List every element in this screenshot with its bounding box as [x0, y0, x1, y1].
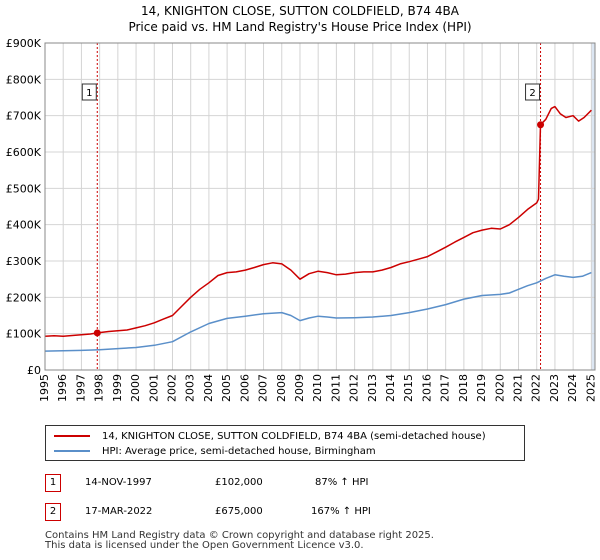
y-tick-label: £700K: [6, 110, 42, 123]
x-tick-label: 2007: [257, 374, 270, 402]
x-tick-label: 2022: [530, 374, 543, 402]
x-tick-label: 2001: [147, 374, 160, 402]
y-tick-label: £400K: [6, 219, 42, 232]
transaction-badge: 1: [45, 474, 61, 492]
x-tick-label: 1997: [74, 374, 87, 402]
legend-label-hpi: HPI: Average price, semi-detached house,…: [102, 445, 376, 457]
x-tick-label: 2023: [548, 374, 561, 402]
transaction-price: £102,000: [215, 477, 263, 488]
sale-label-box: [525, 83, 541, 101]
chart-subtitle: Price paid vs. HM Land Registry's House …: [128, 20, 472, 34]
x-tick-label: 2013: [366, 374, 379, 402]
x-tick-label: 1996: [56, 374, 69, 402]
sale-point: [537, 121, 545, 129]
y-tick-label: £800K: [6, 73, 42, 86]
x-tick-label: 2009: [293, 374, 306, 402]
legend-item-property: 14, KNIGHTON CLOSE, SUTTON COLDFIELD, B7…: [54, 429, 486, 443]
x-tick-label: 2017: [439, 374, 452, 402]
footer: Contains HM Land Registry data © Crown c…: [45, 531, 434, 551]
x-tick-label: 1995: [38, 374, 51, 402]
legend-item-hpi: HPI: Average price, semi-detached house,…: [54, 444, 376, 458]
x-tick-label: 2012: [348, 374, 361, 402]
y-tick-label: £500K: [6, 182, 42, 195]
x-tick-label: 2019: [475, 374, 488, 402]
transaction-hpi: 167% ↑ HPI: [311, 506, 371, 517]
transaction-badge: 2: [45, 503, 61, 521]
y-tick-label: £600K: [6, 146, 42, 159]
plot-border: [44, 42, 596, 371]
legend-swatch-hpi: [54, 450, 90, 452]
y-tick-label: £100K: [6, 328, 42, 341]
sale-label-box: [81, 83, 97, 101]
sale-label: 2: [529, 88, 535, 99]
transaction-date: 14-NOV-1997: [85, 477, 152, 488]
x-tick-label: 2015: [402, 374, 415, 402]
sale-point: [93, 329, 101, 337]
y-tick-label: £0: [27, 364, 41, 377]
x-tick-label: 2003: [184, 374, 197, 402]
series-line-hpi: [44, 271, 592, 352]
y-tick-label: £200K: [6, 291, 42, 304]
x-tick-label: 1999: [111, 374, 124, 402]
x-tick-label: 2021: [512, 374, 525, 402]
sale-label: 1: [86, 88, 92, 99]
legend: 14, KNIGHTON CLOSE, SUTTON COLDFIELD, B7…: [45, 425, 525, 461]
x-tick-label: 2024: [566, 374, 579, 402]
series-line-property: [44, 105, 592, 337]
price-chart: £0 £100K £200K £300K £400K £500K £600K £700K £80…: [6, 37, 598, 402]
transaction-price: £675,000: [215, 506, 263, 517]
chart-title: 14, KNIGHTON CLOSE, SUTTON COLDFIELD, B7…: [141, 4, 459, 18]
x-tick-label: 2011: [329, 374, 342, 402]
transaction-date: 17-MAR-2022: [85, 506, 153, 517]
footer-copyright: Contains HM Land Registry data © Crown c…: [45, 530, 434, 541]
x-tick-label: 1998: [93, 374, 106, 402]
legend-swatch-property: [54, 435, 90, 437]
x-tick-label: 2004: [202, 374, 215, 402]
y-tick-label: £300K: [6, 255, 42, 268]
x-tick-label: 2020: [493, 374, 506, 402]
x-tick-label: 2016: [420, 374, 433, 402]
legend-label-property: 14, KNIGHTON CLOSE, SUTTON COLDFIELD, B7…: [102, 430, 486, 442]
y-tick-label: £900K: [6, 37, 42, 50]
x-tick-label: 2010: [311, 374, 324, 402]
footer-licence: This data is licensed under the Open Gov…: [45, 540, 364, 551]
x-tick-label: 2006: [238, 374, 251, 402]
x-tick-label: 2005: [220, 374, 233, 402]
x-tick-label: 2008: [275, 374, 288, 402]
transaction-hpi: 87% ↑ HPI: [315, 477, 369, 488]
x-tick-label: 2025: [584, 374, 597, 402]
x-tick-label: 2018: [457, 374, 470, 402]
x-tick-label: 2000: [129, 374, 142, 402]
shaded-region: [591, 43, 595, 370]
x-tick-label: 2014: [384, 374, 397, 402]
x-tick-label: 2002: [165, 374, 178, 402]
